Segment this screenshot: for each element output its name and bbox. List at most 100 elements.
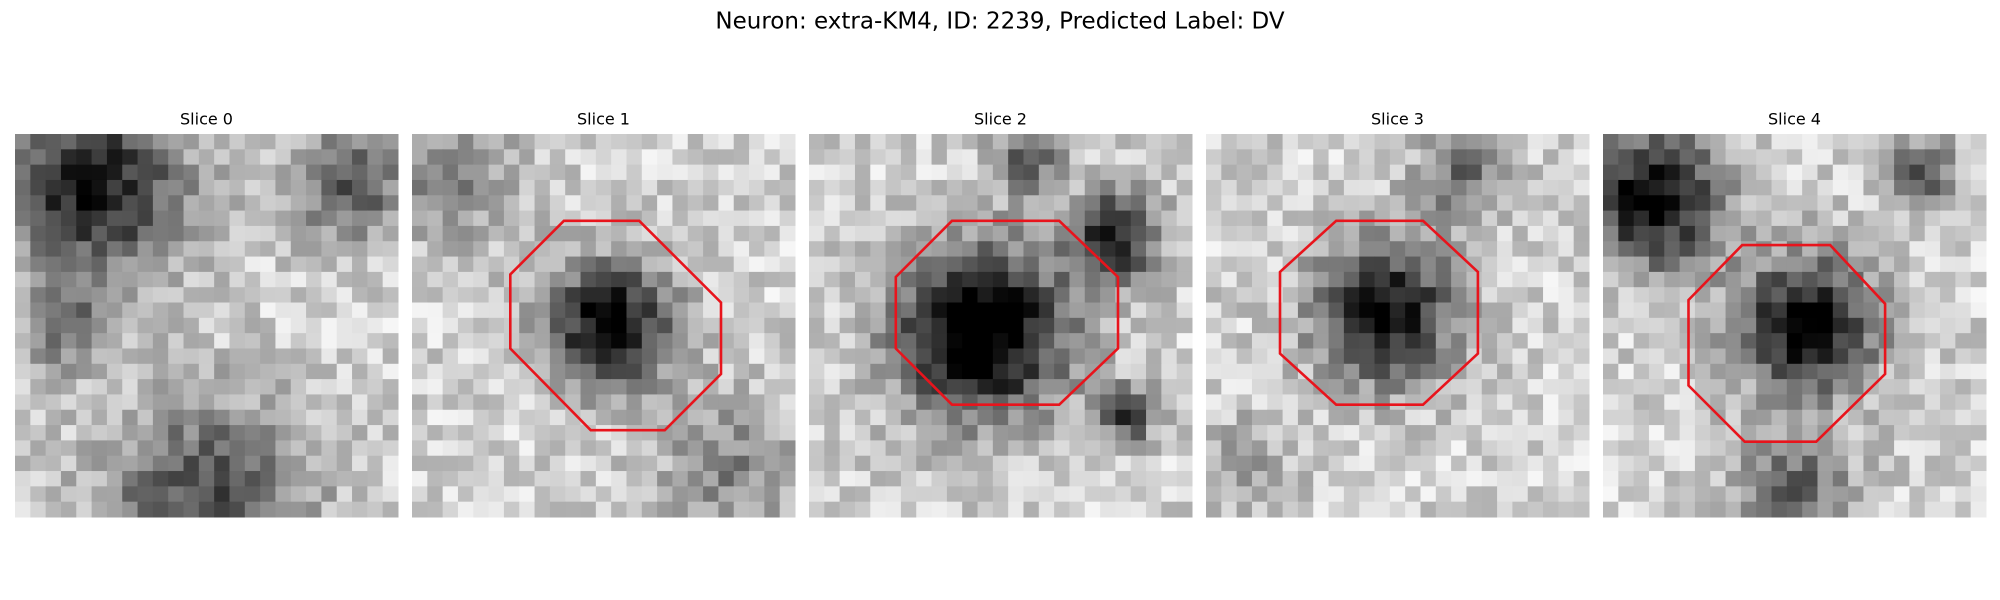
pixel (442, 225, 459, 242)
pixel (1023, 302, 1040, 319)
pixel (611, 287, 627, 304)
pixel (1206, 409, 1222, 426)
pixel (1359, 179, 1376, 196)
pixel (1878, 486, 1895, 503)
pixel (1848, 425, 1864, 441)
pixel (962, 179, 979, 196)
pixel (1955, 409, 1972, 426)
pixel (1725, 317, 1742, 334)
pixel (565, 440, 582, 457)
pixel (962, 333, 979, 349)
pixel (687, 134, 704, 150)
pixel (839, 271, 856, 288)
pixel (1618, 394, 1635, 411)
pixel (290, 256, 307, 273)
pixel (1694, 471, 1711, 487)
pixel (764, 287, 781, 304)
pixel (106, 363, 123, 380)
pixel (1328, 486, 1345, 503)
pixel (503, 317, 520, 334)
pixel (885, 501, 902, 518)
pixel (1343, 317, 1360, 334)
pixel (1313, 241, 1330, 258)
pixel (1710, 149, 1727, 166)
pixel (672, 317, 689, 334)
pixel (1146, 317, 1162, 334)
pixel (1267, 394, 1284, 411)
pixel (1740, 256, 1757, 273)
pixel (1924, 210, 1941, 227)
pixel (1497, 149, 1513, 166)
pixel (824, 134, 841, 150)
pixel (106, 256, 123, 273)
pixel (229, 287, 246, 304)
pixel (1497, 455, 1513, 472)
pixel (306, 134, 322, 150)
pixel (718, 471, 735, 487)
pixel (1420, 256, 1437, 273)
pixel (1435, 195, 1452, 212)
pixel (992, 179, 1009, 196)
pixel (1817, 134, 1834, 150)
pixel (260, 440, 276, 457)
pixel (1832, 302, 1849, 319)
pixel (977, 471, 994, 487)
pixel (1481, 241, 1498, 258)
pixel (457, 379, 474, 395)
pixel (824, 471, 841, 487)
pixel (473, 210, 490, 227)
pixel (839, 195, 856, 212)
pixel (1802, 256, 1818, 273)
pixel (321, 241, 338, 258)
pixel (1008, 471, 1024, 487)
pixel (473, 195, 490, 212)
pixel (1236, 134, 1253, 150)
pixel (1420, 425, 1437, 441)
pixel (321, 440, 338, 457)
pixel (1497, 440, 1513, 457)
pixel (1161, 149, 1178, 166)
pixel (1740, 394, 1757, 411)
pixel (214, 363, 230, 380)
pixel (749, 394, 765, 411)
pixel (549, 241, 566, 258)
pixel (1251, 409, 1268, 426)
pixel (1863, 409, 1880, 426)
pixel (779, 210, 796, 227)
pixel (1664, 179, 1681, 196)
pixel (1771, 486, 1788, 503)
pixel (106, 317, 123, 334)
pixel (1297, 394, 1314, 411)
pixel (1481, 394, 1498, 411)
pixel (306, 241, 322, 258)
pixel (1940, 195, 1956, 212)
pixel (1206, 179, 1222, 196)
pixel (1146, 486, 1162, 503)
pixel (779, 440, 796, 457)
pixel (1389, 287, 1406, 304)
pixel (900, 164, 917, 181)
pixel (1618, 225, 1635, 242)
pixel (809, 134, 825, 150)
pixel (885, 394, 902, 411)
pixel (1527, 317, 1544, 334)
pixel (626, 271, 643, 288)
pixel (1451, 455, 1467, 472)
pixel (885, 455, 902, 472)
pixel (106, 271, 123, 288)
pixel (488, 134, 505, 150)
pixel (1894, 225, 1910, 242)
pixel (1725, 149, 1742, 166)
pixel (1694, 241, 1711, 258)
pixel (91, 455, 108, 472)
pixel (931, 149, 948, 166)
pixel (1740, 179, 1757, 196)
pixel (1527, 486, 1544, 503)
pixel (275, 195, 292, 212)
pixel (15, 164, 31, 181)
pixel (152, 241, 169, 258)
pixel (60, 134, 77, 150)
pixel (779, 363, 796, 380)
pixel (290, 486, 307, 503)
pixel (306, 379, 322, 395)
